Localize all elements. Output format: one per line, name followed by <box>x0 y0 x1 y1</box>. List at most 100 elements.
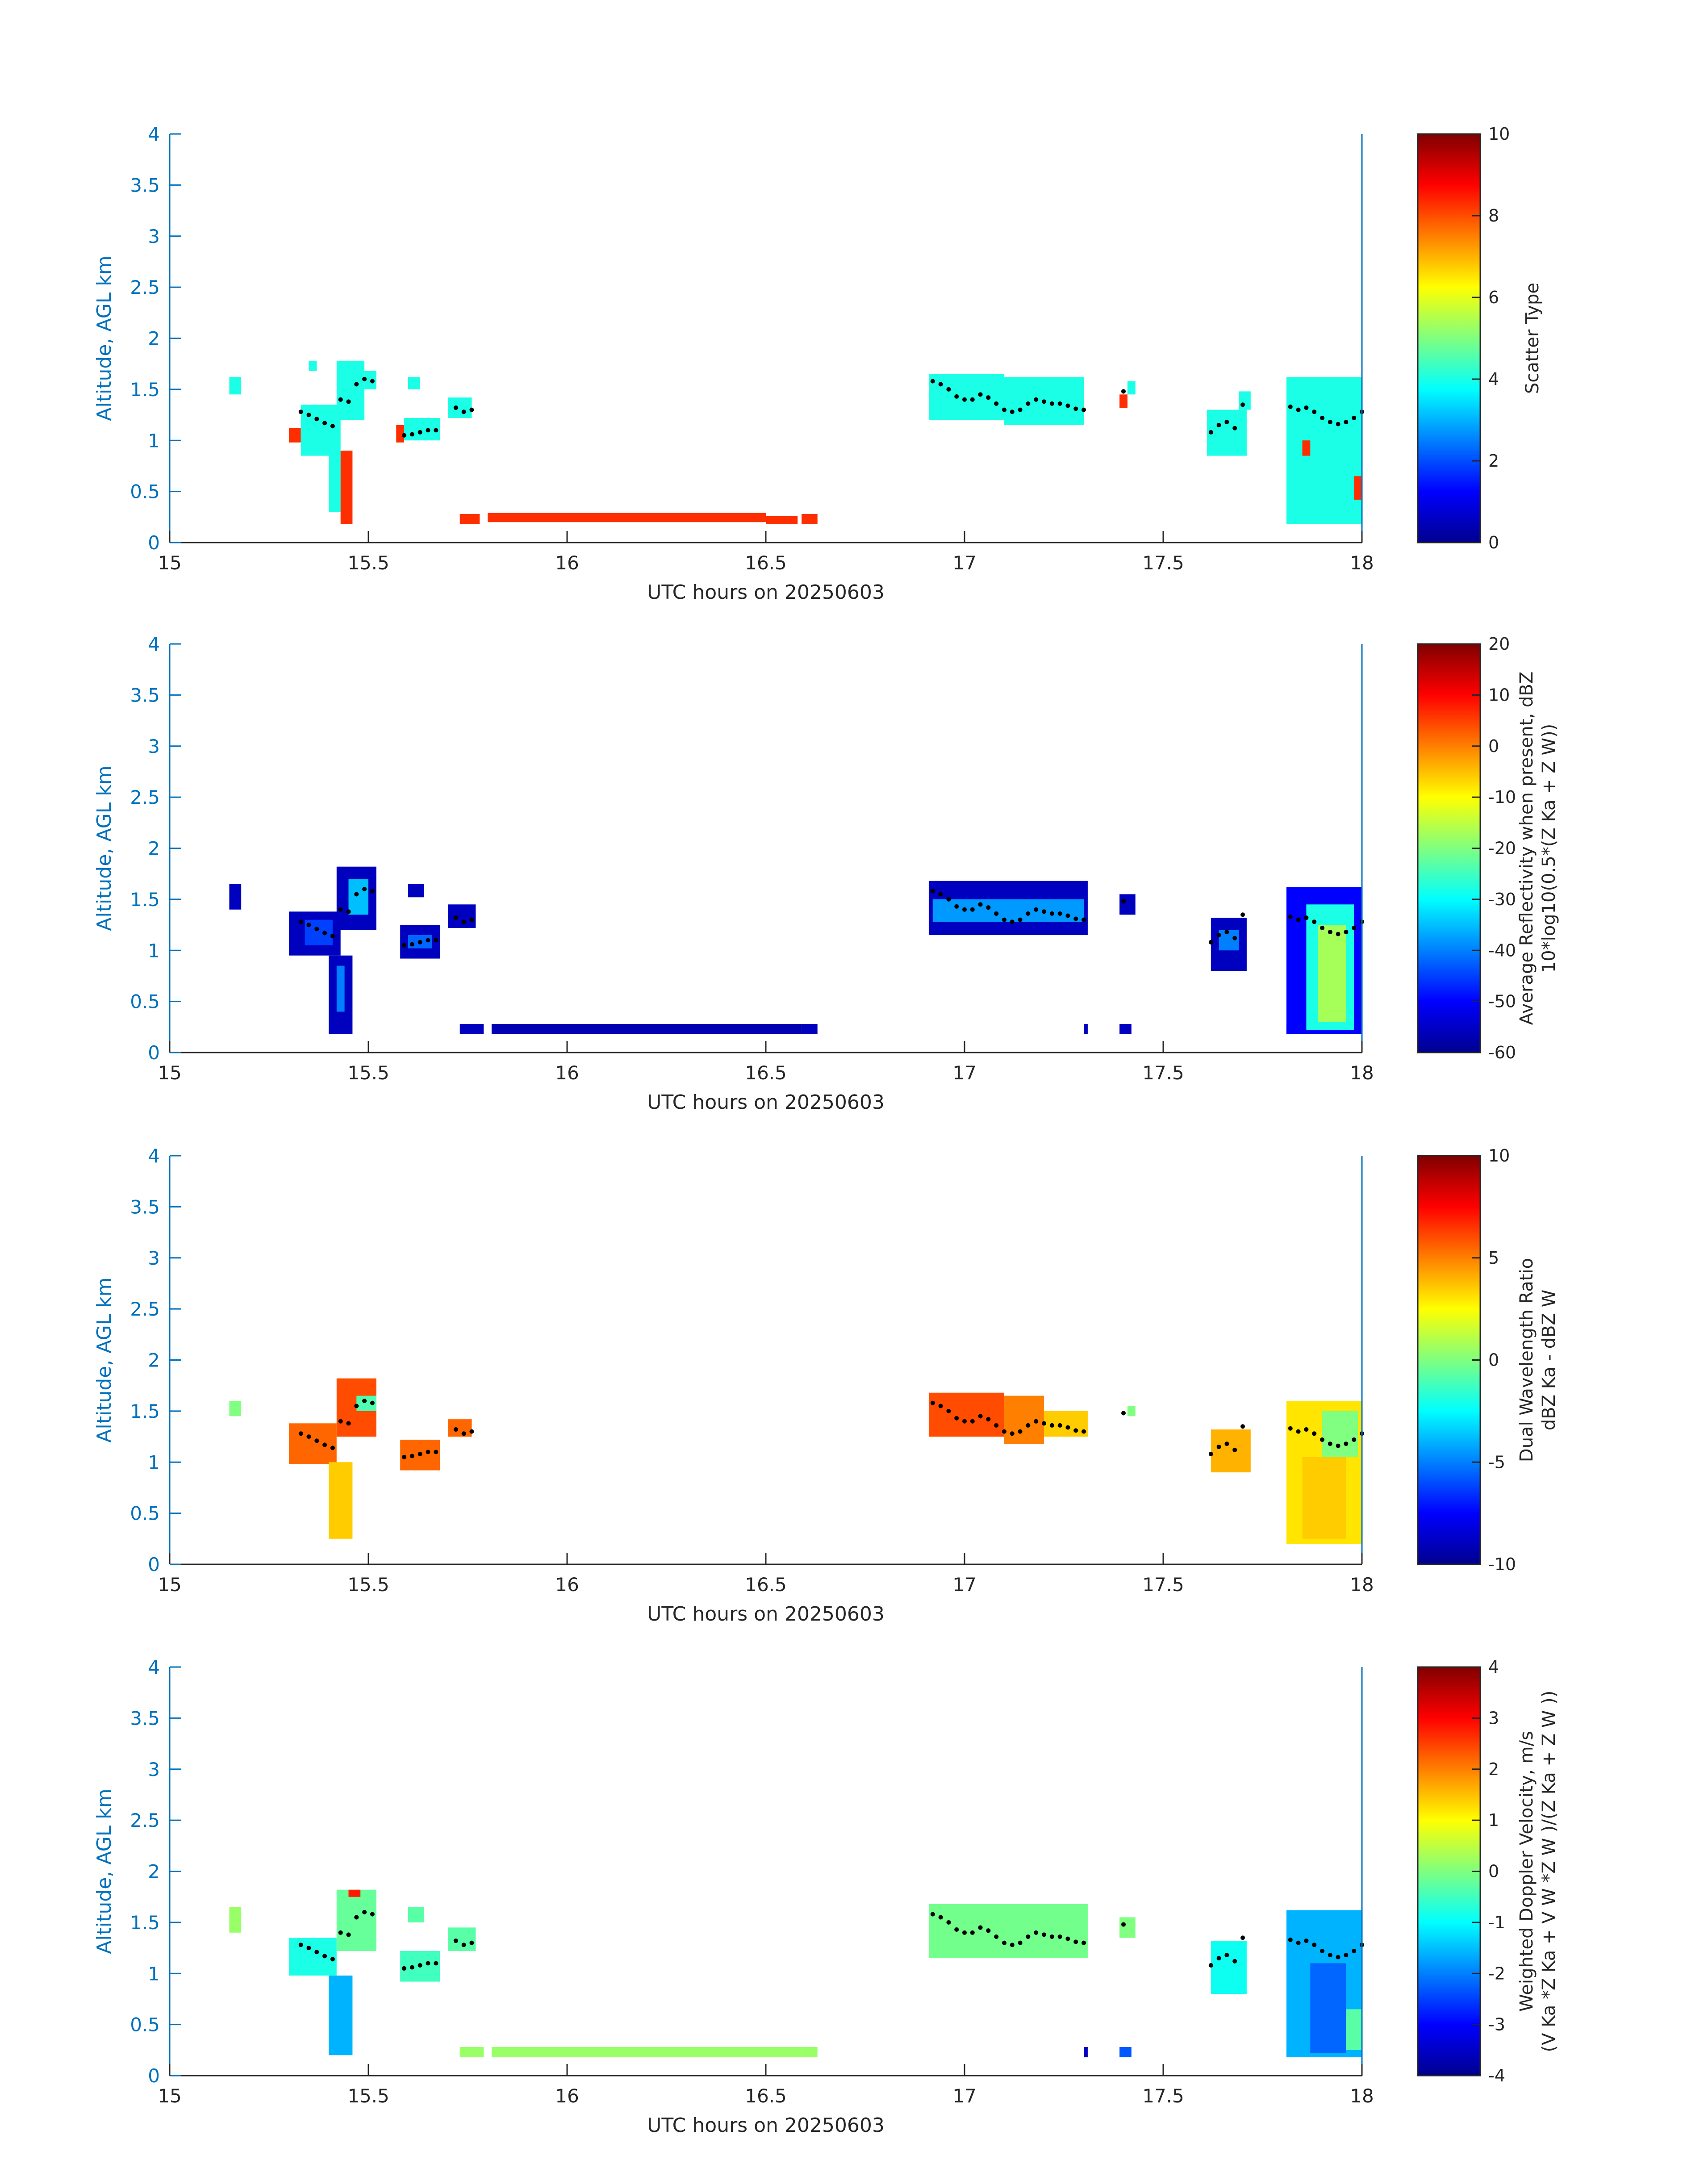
cloud-top-point <box>1049 911 1054 916</box>
y-tick-label: 1.5 <box>130 1912 160 1934</box>
heatmap-region-13 <box>488 513 766 522</box>
cloud-top-point <box>1312 1943 1317 1947</box>
cloud-top-point <box>954 394 959 399</box>
heatmap-region-15 <box>802 514 818 524</box>
cloud-top-point <box>1073 1939 1078 1944</box>
y-tick-label: 1.5 <box>130 379 160 401</box>
y-tick-label: 1.5 <box>130 889 160 911</box>
heatmap-region-19 <box>1127 381 1136 395</box>
cloud-top-point <box>330 424 335 429</box>
panel-reflectivity: 0 0.5 1 1.5 2 2.5 3 3.5 4 15 15.5 16 16.5 17 17.5 18 UTC… <box>93 633 1559 1114</box>
cloud-top-point <box>1065 1936 1070 1941</box>
cloud-top-point <box>1296 917 1301 922</box>
y-tick-label: 0 <box>148 2065 160 2087</box>
y-tick-label: 2.5 <box>130 1809 160 1831</box>
cloud-top-point <box>1296 1940 1301 1945</box>
cloud-top-point <box>354 1404 359 1408</box>
colorbar-tick-label: 10 <box>1488 685 1510 705</box>
cloud-top-point <box>1216 932 1221 937</box>
cloud-top-point <box>1216 1444 1221 1449</box>
cloud-top-point <box>1240 402 1245 407</box>
cloud-top-point <box>1057 1934 1062 1939</box>
heatmap-region-13 <box>1302 1457 1346 1539</box>
cloud-top-point <box>469 407 474 412</box>
cloud-top-point <box>1352 925 1357 930</box>
cloud-top-point <box>1042 909 1046 914</box>
heatmap-region-12 <box>491 1024 802 1034</box>
x-tick-label: 17 <box>952 552 976 574</box>
cloud-top-point <box>354 1915 359 1920</box>
heatmap-cells <box>229 1889 1362 2057</box>
colorbar-label-secondary: (V Ka *Z Ka + V W *Z W )/(Z Ka + Z W )) <box>1539 1691 1559 2052</box>
x-axis-label: UTC hours on 20250603 <box>647 1603 885 1625</box>
heatmap-region-11 <box>1211 1429 1251 1473</box>
cloud-top-point <box>409 1454 414 1458</box>
cloud-top-point <box>970 907 975 912</box>
heatmap-region-16 <box>1084 1024 1088 1034</box>
cloud-top-point <box>1065 913 1070 918</box>
cloud-top-point <box>370 1912 375 1917</box>
cloud-top-markers <box>298 1910 1364 1971</box>
y-tick-label: 0 <box>148 532 160 554</box>
cloud-top-point <box>1010 409 1015 414</box>
cloud-top-point <box>938 382 943 387</box>
heatmap-region-14 <box>766 516 798 524</box>
cloud-top-point <box>1034 907 1039 912</box>
y-tick-label: 3.5 <box>130 684 160 706</box>
cloud-top-point <box>362 887 367 891</box>
heatmap-region-1 <box>289 1423 337 1464</box>
cloud-top-point <box>1082 407 1086 412</box>
cloud-top-point <box>1002 917 1006 922</box>
cloud-top-point <box>986 1417 991 1422</box>
cloud-top-point <box>469 1429 474 1434</box>
cloud-top-point <box>1336 1443 1341 1448</box>
cloud-top-point <box>1320 1437 1324 1442</box>
x-tick-label: 17 <box>952 2085 976 2107</box>
cloud-top-point <box>434 1450 438 1454</box>
heatmap-region-13 <box>802 1024 818 1034</box>
y-tick-label: 0.5 <box>130 991 160 1013</box>
colorbar-gradient <box>1417 1666 1481 2077</box>
cloud-top-point <box>1082 1940 1086 1945</box>
colorbar-tick-label: -40 <box>1488 940 1516 960</box>
cloud-top-point <box>1121 1411 1126 1416</box>
cloud-top-point <box>314 1950 319 1955</box>
heatmap-region-10 <box>802 2047 818 2057</box>
cloud-top-point <box>946 897 951 902</box>
colorbar-tick-label: 10 <box>1488 124 1510 144</box>
cloud-top-point <box>1026 401 1031 406</box>
colorbar-tick-label: 4 <box>1488 369 1499 389</box>
colorbar-tick-label: 5 <box>1488 1248 1499 1268</box>
colorbar-tick-label: -2 <box>1488 1964 1505 1983</box>
cloud-top-point <box>330 1957 335 1962</box>
y-tick-label: 3 <box>148 226 160 247</box>
x-tick-label: 17 <box>952 1574 976 1596</box>
colorbar-tick-label: -20 <box>1488 839 1516 858</box>
cloud-top-point <box>994 1423 999 1428</box>
heatmap-region-15 <box>1211 1941 1247 1994</box>
colorbar-gradient <box>1417 1155 1481 1565</box>
x-tick-label: 15.5 <box>347 1574 389 1596</box>
cloud-top-point <box>1018 1429 1023 1434</box>
cloud-top-point <box>930 889 935 894</box>
cloud-top-point <box>978 1925 983 1930</box>
x-tick-label: 15 <box>158 1062 181 1084</box>
cloud-top-point <box>1042 1932 1046 1937</box>
cloud-top-point <box>1288 914 1293 919</box>
cloud-top-point <box>1034 397 1039 402</box>
heatmap-region-6 <box>364 371 376 389</box>
cloud-top-point <box>418 940 422 944</box>
y-tick-label: 4 <box>148 123 160 145</box>
cloud-top-point <box>962 397 967 402</box>
cloud-top-point <box>954 1927 959 1932</box>
cloud-top-point <box>461 409 466 414</box>
heatmap-region-8 <box>396 425 405 443</box>
heatmap-region-6 <box>448 1419 472 1437</box>
x-tick-label: 15.5 <box>347 552 389 574</box>
cloud-top-point <box>938 1404 943 1408</box>
cloud-top-point <box>1049 1423 1054 1428</box>
cloud-top-point <box>978 1414 983 1419</box>
heatmap-cells <box>229 1378 1362 1544</box>
cloud-top-point <box>1034 1419 1039 1424</box>
y-tick-label: 3.5 <box>130 1707 160 1729</box>
